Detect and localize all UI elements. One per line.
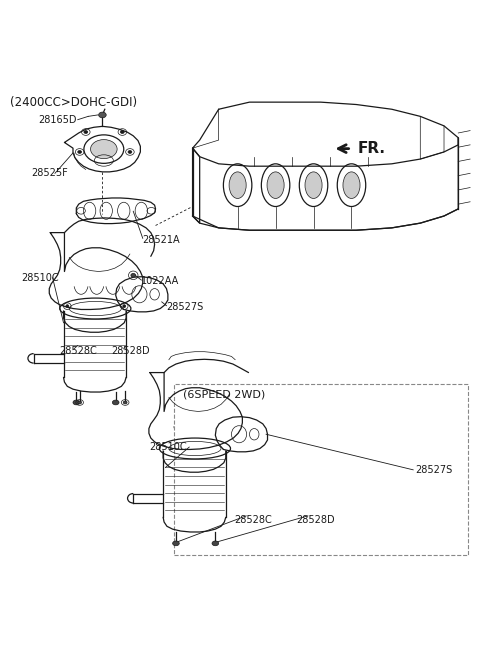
Text: 28165D: 28165D	[38, 115, 76, 124]
Ellipse shape	[120, 130, 124, 134]
Text: 28528D: 28528D	[111, 346, 150, 356]
Ellipse shape	[229, 172, 246, 198]
Text: 28521A: 28521A	[143, 234, 180, 245]
Text: 28510C: 28510C	[21, 272, 59, 283]
Text: 28510C: 28510C	[149, 442, 187, 452]
Ellipse shape	[267, 172, 284, 198]
Text: 28525F: 28525F	[31, 168, 68, 178]
Text: FR.: FR.	[358, 141, 385, 156]
Ellipse shape	[343, 172, 360, 198]
Text: (2400CC>DOHC-GDI): (2400CC>DOHC-GDI)	[10, 96, 137, 109]
Ellipse shape	[112, 400, 119, 405]
Text: 28528D: 28528D	[296, 515, 335, 525]
Ellipse shape	[78, 401, 82, 404]
Ellipse shape	[73, 400, 80, 405]
Ellipse shape	[305, 172, 322, 198]
Ellipse shape	[123, 305, 126, 308]
Text: 1022AA: 1022AA	[141, 276, 180, 286]
Ellipse shape	[128, 151, 132, 153]
Ellipse shape	[123, 401, 127, 404]
Text: 28528C: 28528C	[59, 346, 96, 356]
Ellipse shape	[212, 541, 219, 546]
Ellipse shape	[66, 305, 69, 308]
Text: 28527S: 28527S	[167, 302, 204, 312]
Text: 28527S: 28527S	[416, 465, 453, 475]
Ellipse shape	[84, 130, 88, 134]
Ellipse shape	[91, 140, 117, 159]
Bar	[174, 384, 468, 555]
Ellipse shape	[98, 112, 106, 118]
Text: 28528C: 28528C	[234, 515, 272, 525]
Text: (6SPEED 2WD): (6SPEED 2WD)	[183, 389, 265, 399]
Ellipse shape	[78, 151, 82, 153]
Ellipse shape	[131, 273, 136, 277]
Ellipse shape	[173, 541, 179, 546]
